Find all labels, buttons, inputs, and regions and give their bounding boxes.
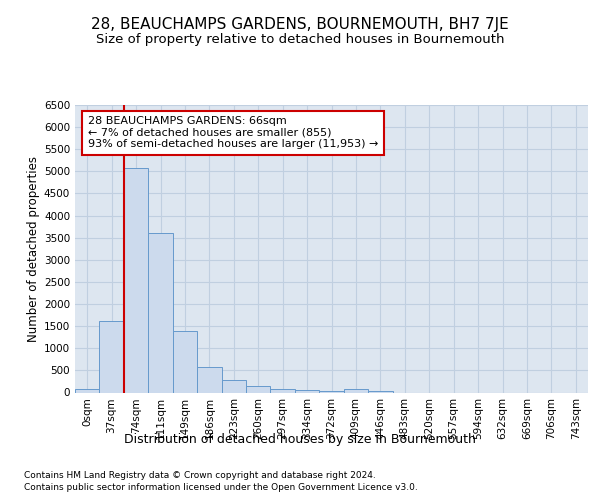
Bar xyxy=(295,390,319,392)
Text: Contains HM Land Registry data © Crown copyright and database right 2024.: Contains HM Land Registry data © Crown c… xyxy=(24,472,376,480)
Bar xyxy=(319,390,344,392)
Bar xyxy=(197,367,221,392)
Bar xyxy=(344,390,368,392)
Bar xyxy=(100,321,124,392)
Text: Contains public sector information licensed under the Open Government Licence v3: Contains public sector information licen… xyxy=(24,484,418,492)
Bar xyxy=(246,386,271,392)
Bar xyxy=(271,388,295,392)
Bar xyxy=(368,391,392,392)
Text: Distribution of detached houses by size in Bournemouth: Distribution of detached houses by size … xyxy=(124,432,476,446)
Text: 28, BEAUCHAMPS GARDENS, BOURNEMOUTH, BH7 7JE: 28, BEAUCHAMPS GARDENS, BOURNEMOUTH, BH7… xyxy=(91,18,509,32)
Bar xyxy=(75,390,100,392)
Bar xyxy=(173,330,197,392)
Y-axis label: Number of detached properties: Number of detached properties xyxy=(27,156,40,342)
Bar xyxy=(221,380,246,392)
Bar xyxy=(148,234,173,392)
Bar xyxy=(124,168,148,392)
Text: Size of property relative to detached houses in Bournemouth: Size of property relative to detached ho… xyxy=(96,32,504,46)
Text: 28 BEAUCHAMPS GARDENS: 66sqm
← 7% of detached houses are smaller (855)
93% of se: 28 BEAUCHAMPS GARDENS: 66sqm ← 7% of det… xyxy=(88,116,379,150)
